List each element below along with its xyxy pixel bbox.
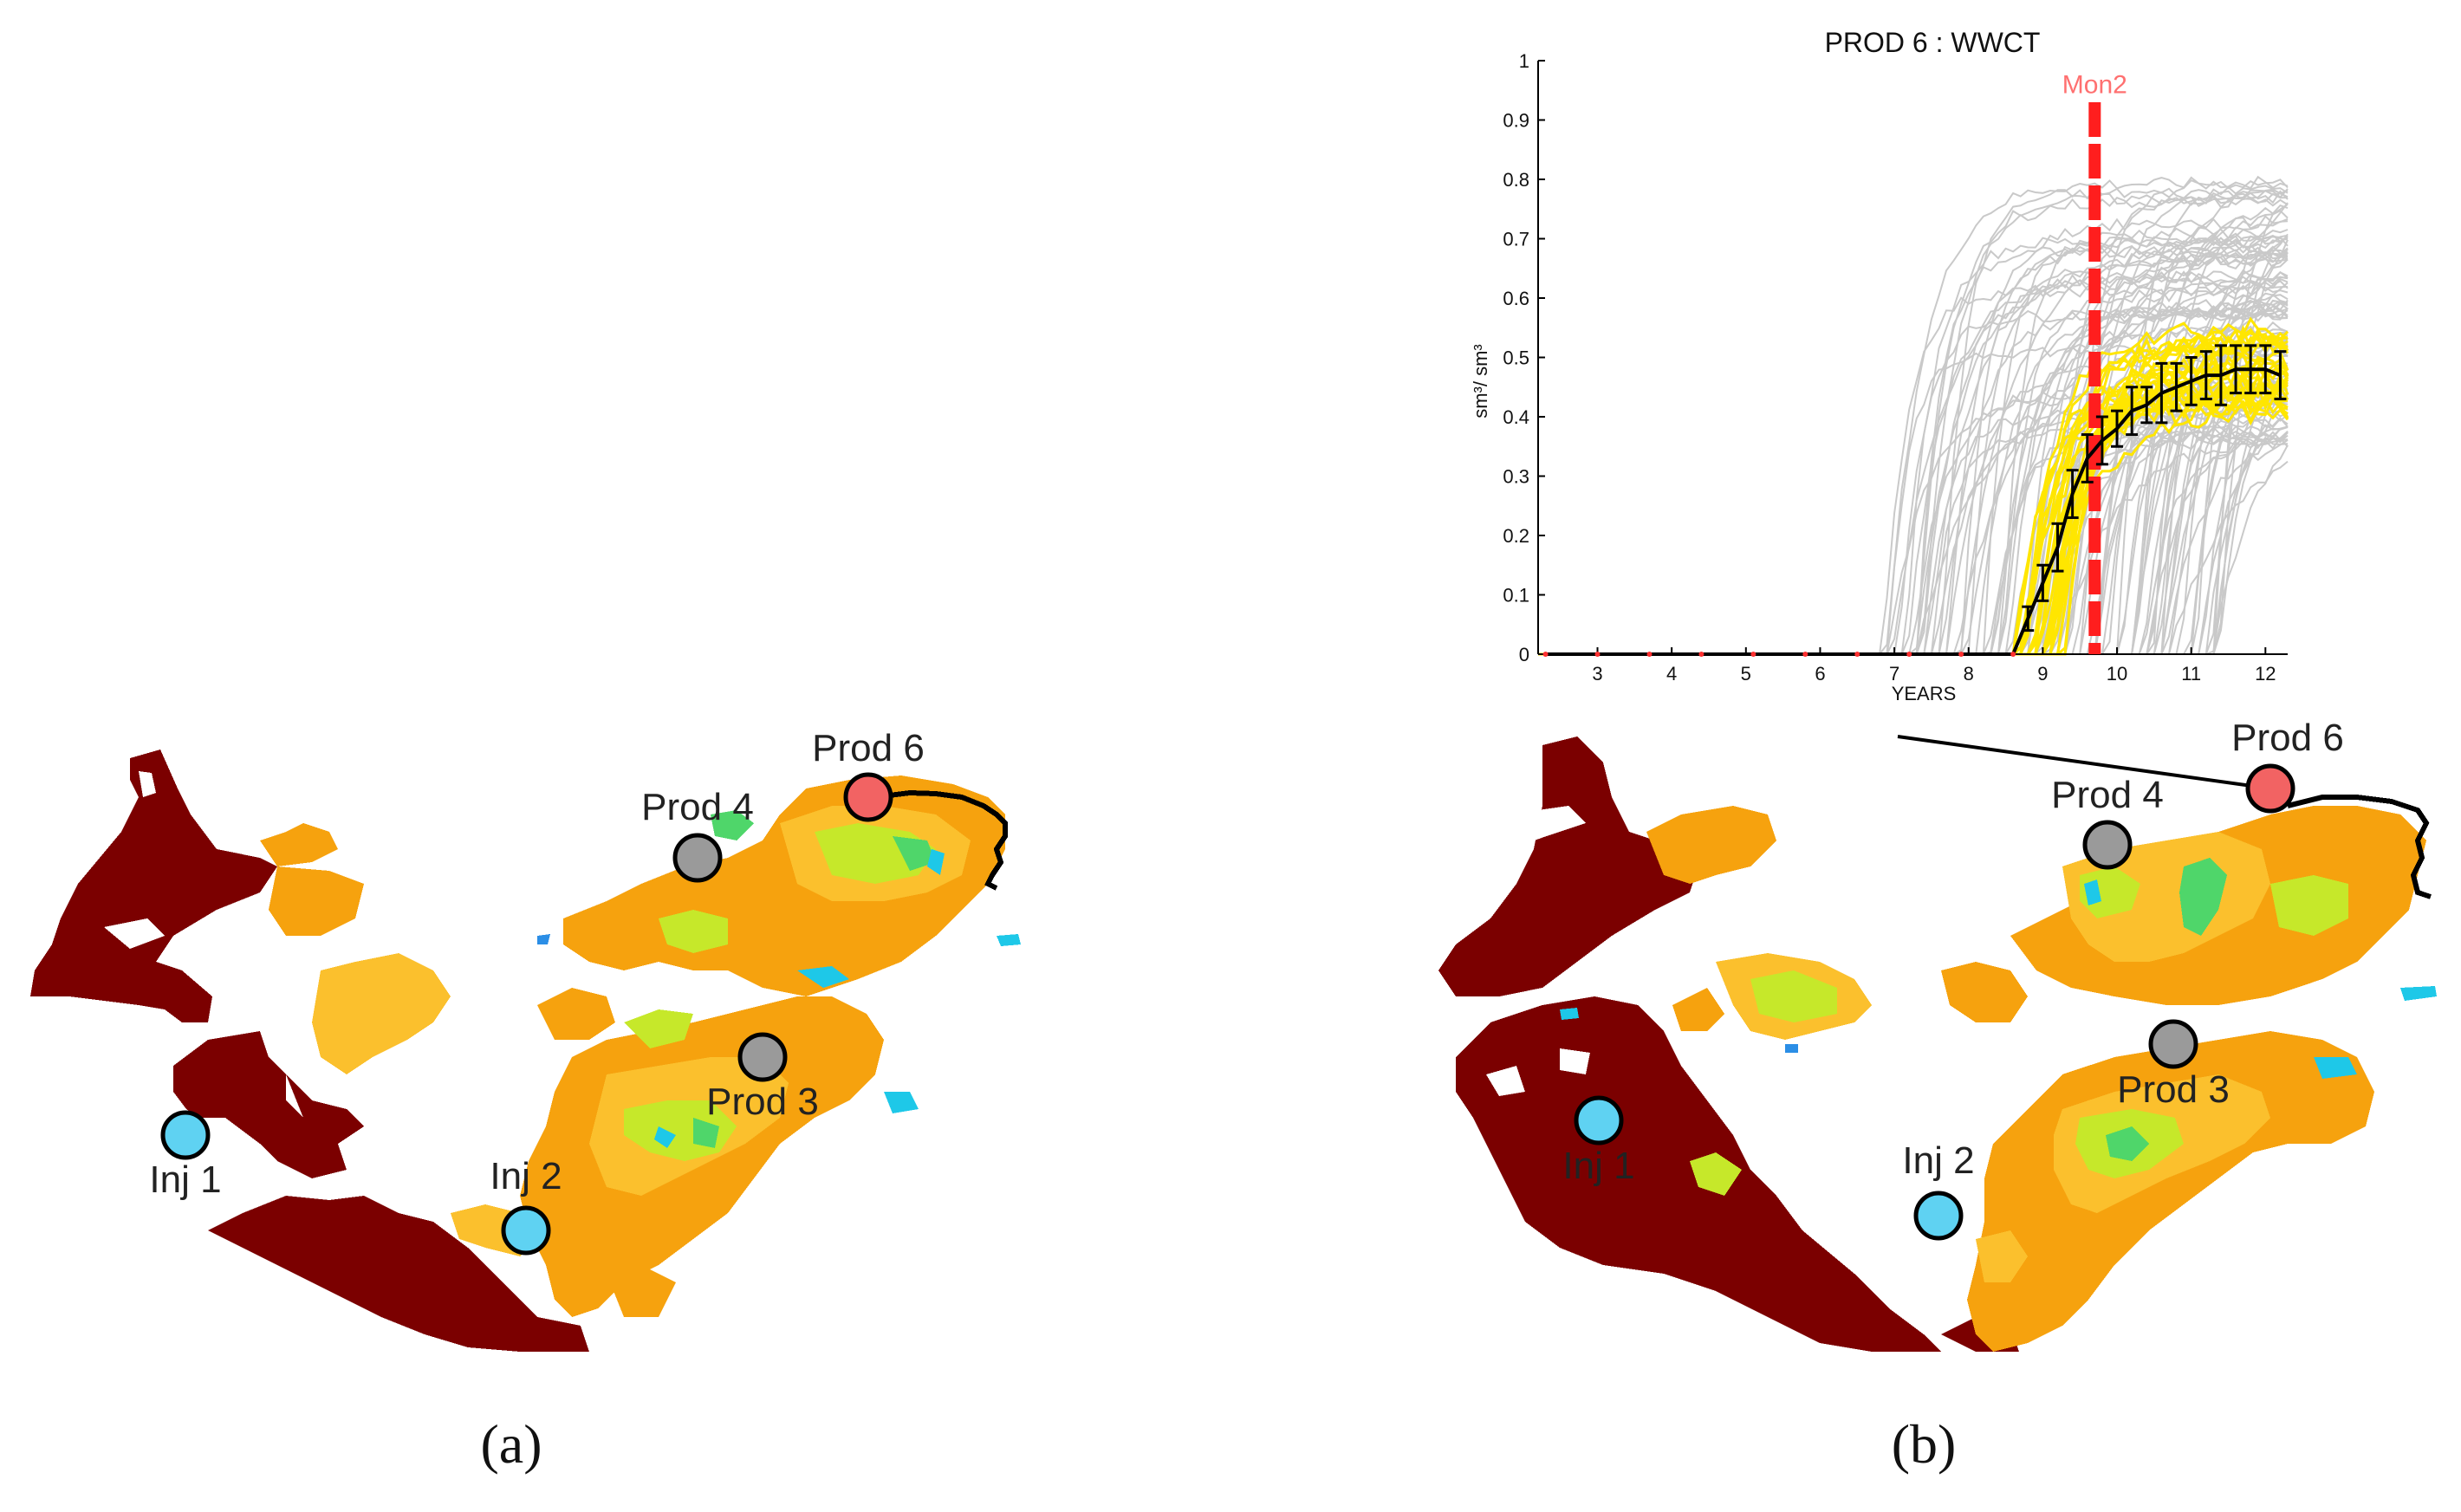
chart-title: PROD 6 : WWCT [1825, 27, 2041, 58]
inj2-marker-a [501, 1205, 551, 1256]
x-tick-label: 10 [2107, 663, 2127, 685]
prod4-label-a: Prod 4 [641, 786, 754, 828]
observed-point [1750, 652, 1756, 657]
y-tick-label: 0.1 [1503, 585, 1529, 607]
caption-a-text: (a) [480, 1413, 542, 1475]
chart-plot-area: 0 0.1 0.2 0.3 0.4 0.5 0.6 0.7 0.8 0.9 1 3 4 5 6 7 8 9 10 11… [1503, 50, 2289, 685]
y-tick-label: 1 [1519, 50, 1529, 72]
x-tick-label: 12 [2255, 663, 2276, 685]
observed-point [1802, 652, 1808, 657]
y-tick-label: 0.2 [1503, 525, 1529, 547]
observed-point [1646, 652, 1653, 657]
observed-point [1958, 652, 1964, 657]
prod3-label-a: Prod 3 [706, 1080, 819, 1123]
panel-a-map: Prod 6 Prod 4 Prod 3 Inj 1 Inj 2 [30, 727, 1021, 1352]
prod6-marker-a [843, 772, 893, 822]
observed-point [1542, 652, 1549, 657]
observed-point [1698, 652, 1705, 657]
y-tick-label: 0.4 [1503, 406, 1529, 428]
reservor-saturation-map-a [30, 750, 1021, 1352]
wells-panel-a: Prod 6 Prod 4 Prod 3 Inj 1 Inj 2 [149, 727, 925, 1256]
wwct-chart: PROD 6 : WWCT sm³/ sm³ YEARS 00.10.20.30… [1470, 27, 2289, 704]
prod4-marker-a [672, 833, 723, 883]
x-tick-label: 3 [1592, 663, 1602, 685]
prod3-marker-a [737, 1032, 788, 1082]
observed-point [1594, 652, 1601, 657]
inj1-marker-b [1574, 1095, 1624, 1145]
caption-b: (b) [1872, 1412, 1976, 1476]
prod6-label-b: Prod 6 [2231, 717, 2344, 759]
observed-line [1545, 367, 2282, 656]
inj1-label-b: Inj 1 [1562, 1145, 1634, 1187]
panel-b-map: Prod 6 Prod 4 Prod 3 Inj 1 Inj 2 [1438, 717, 2437, 1352]
wells-panel-b: Prod 6 Prod 4 Prod 3 Inj 1 Inj 2 [1562, 717, 2344, 1241]
caption-a: (a) [459, 1412, 563, 1476]
chart-ylabel: sm³/ sm³ [1470, 344, 1491, 419]
x-tick-label: 9 [2037, 663, 2048, 685]
x-tick-label: 11 [2181, 663, 2201, 685]
y-tick-label: 0 [1519, 644, 1529, 665]
x-tick-label: 7 [1889, 663, 1899, 685]
inj2-label-a: Inj 2 [490, 1155, 562, 1197]
y-tick-label: 0.6 [1503, 288, 1529, 309]
x-tick-label: 4 [1666, 663, 1677, 685]
prod6-label-a: Prod 6 [812, 727, 925, 769]
caption-b-text: (b) [1891, 1413, 1957, 1475]
inj2-marker-b [1913, 1191, 1964, 1241]
chart-leader-line [1897, 735, 2271, 790]
y-tick-label: 0.3 [1503, 466, 1529, 488]
inj1-label-a: Inj 1 [149, 1158, 221, 1201]
x-tick-label: 8 [1964, 663, 1974, 685]
prod3-marker-b [2148, 1019, 2198, 1069]
prod4-marker-b [2082, 820, 2133, 870]
chart-xlabel: YEARS [1892, 683, 1957, 704]
observed-point [1854, 652, 1860, 657]
ensemble-line-gray [1538, 203, 2289, 655]
y-tick-label: 0.5 [1503, 347, 1529, 369]
reservor-saturation-map-b [1438, 737, 2437, 1352]
monitor-label: Mon2 [2062, 71, 2127, 100]
prod3-label-b: Prod 3 [2117, 1068, 2230, 1111]
ensemble-line-gray [1538, 202, 2289, 655]
y-tick-label: 0.9 [1503, 110, 1529, 132]
x-tick-label: 5 [1741, 663, 1751, 685]
x-tick-label: 6 [1815, 663, 1825, 685]
inj2-label-b: Inj 2 [1902, 1139, 1974, 1182]
observed-point [2010, 652, 2016, 657]
y-tick-label: 0.7 [1503, 229, 1529, 250]
observed-point [1906, 652, 1912, 657]
prod4-label-b: Prod 4 [2051, 774, 2164, 816]
prod6-marker-b [2245, 763, 2295, 814]
y-tick-label: 0.8 [1503, 169, 1529, 191]
inj1-marker-a [160, 1110, 211, 1160]
